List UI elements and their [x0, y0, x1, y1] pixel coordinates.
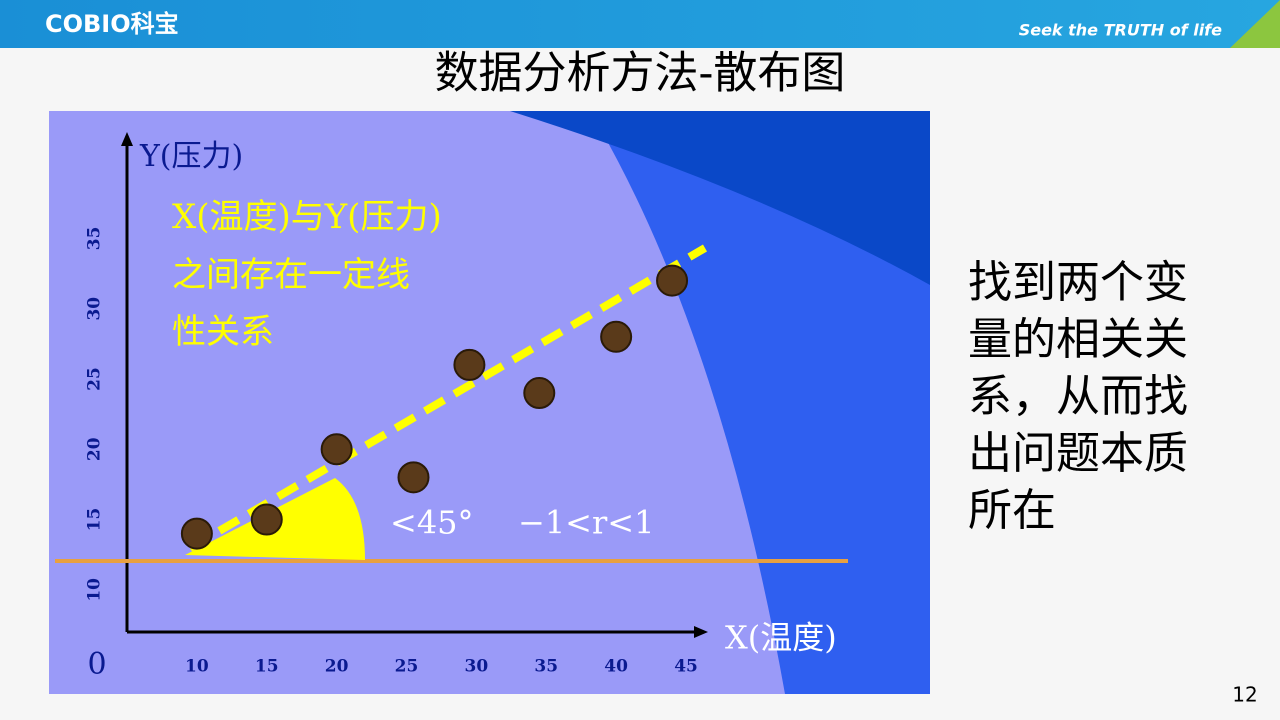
side-line: 量的相关关: [968, 314, 1188, 365]
x-tick-label: 15: [255, 657, 279, 677]
x-tick-label: 20: [325, 657, 349, 677]
annotation: X(温度)与Y(压力): [172, 197, 442, 237]
side-line: 找到两个变: [968, 257, 1188, 308]
axis-arrow: [694, 626, 708, 638]
axis-arrow: [121, 132, 133, 146]
logo: COBIO科宝: [45, 10, 179, 38]
y-tick-label: 30: [85, 297, 105, 321]
scatter-point: [453, 348, 486, 381]
angle-note: <45°: [390, 504, 474, 542]
scatter-point: [180, 517, 213, 550]
scatter-point: [656, 264, 689, 297]
y-tick-label: 10: [85, 578, 105, 602]
origin-label: 0: [87, 647, 106, 682]
y-tick-label: 20: [85, 437, 105, 461]
scatter-point: [600, 320, 633, 353]
x-tick-label: 10: [185, 657, 209, 677]
slogan: Seek the TRUTH of life: [1019, 21, 1222, 40]
y-tick-label: 35: [85, 227, 105, 251]
scatter-point: [250, 503, 283, 536]
x-tick-label: 35: [534, 657, 558, 677]
y-tick-label: 15: [85, 508, 105, 532]
plot: 10 15 20 25 30 35 40 45 10 15 20 25 30 35: [85, 227, 698, 677]
header-accent: [1230, 0, 1280, 48]
bg-band: [590, 111, 930, 694]
side-line: 系，从而找: [968, 371, 1188, 422]
header-bar: [0, 0, 1280, 48]
x-tick-label: 40: [604, 657, 628, 677]
trend-line: [187, 244, 708, 552]
r-note: −1<r<1: [518, 504, 654, 542]
scatter-point: [523, 377, 556, 410]
scatter-point: [397, 461, 430, 494]
y-axis-label: Y(压力): [139, 139, 243, 174]
slide-title: 数据分析方法-散布图: [435, 48, 846, 99]
x-axis-label: X(温度): [725, 619, 837, 657]
x-tick-label: 25: [395, 657, 419, 677]
bg-band: [510, 111, 930, 285]
annotation: 之间存在一定线: [172, 255, 410, 295]
side-line: 所在: [968, 485, 1056, 536]
scatter-point: [320, 433, 353, 466]
y-tick-label: 25: [85, 367, 105, 391]
page-number: 12: [1232, 683, 1257, 707]
figure: Y(压力) X(温度) 0 X(温度)与Y(压力) 之间存在一定线 性关系 <4…: [49, 111, 930, 694]
x-tick-label: 30: [465, 657, 489, 677]
annotation: 性关系: [172, 312, 274, 352]
side-line: 出问题本质: [968, 428, 1188, 479]
x-tick-label: 45: [674, 657, 698, 677]
